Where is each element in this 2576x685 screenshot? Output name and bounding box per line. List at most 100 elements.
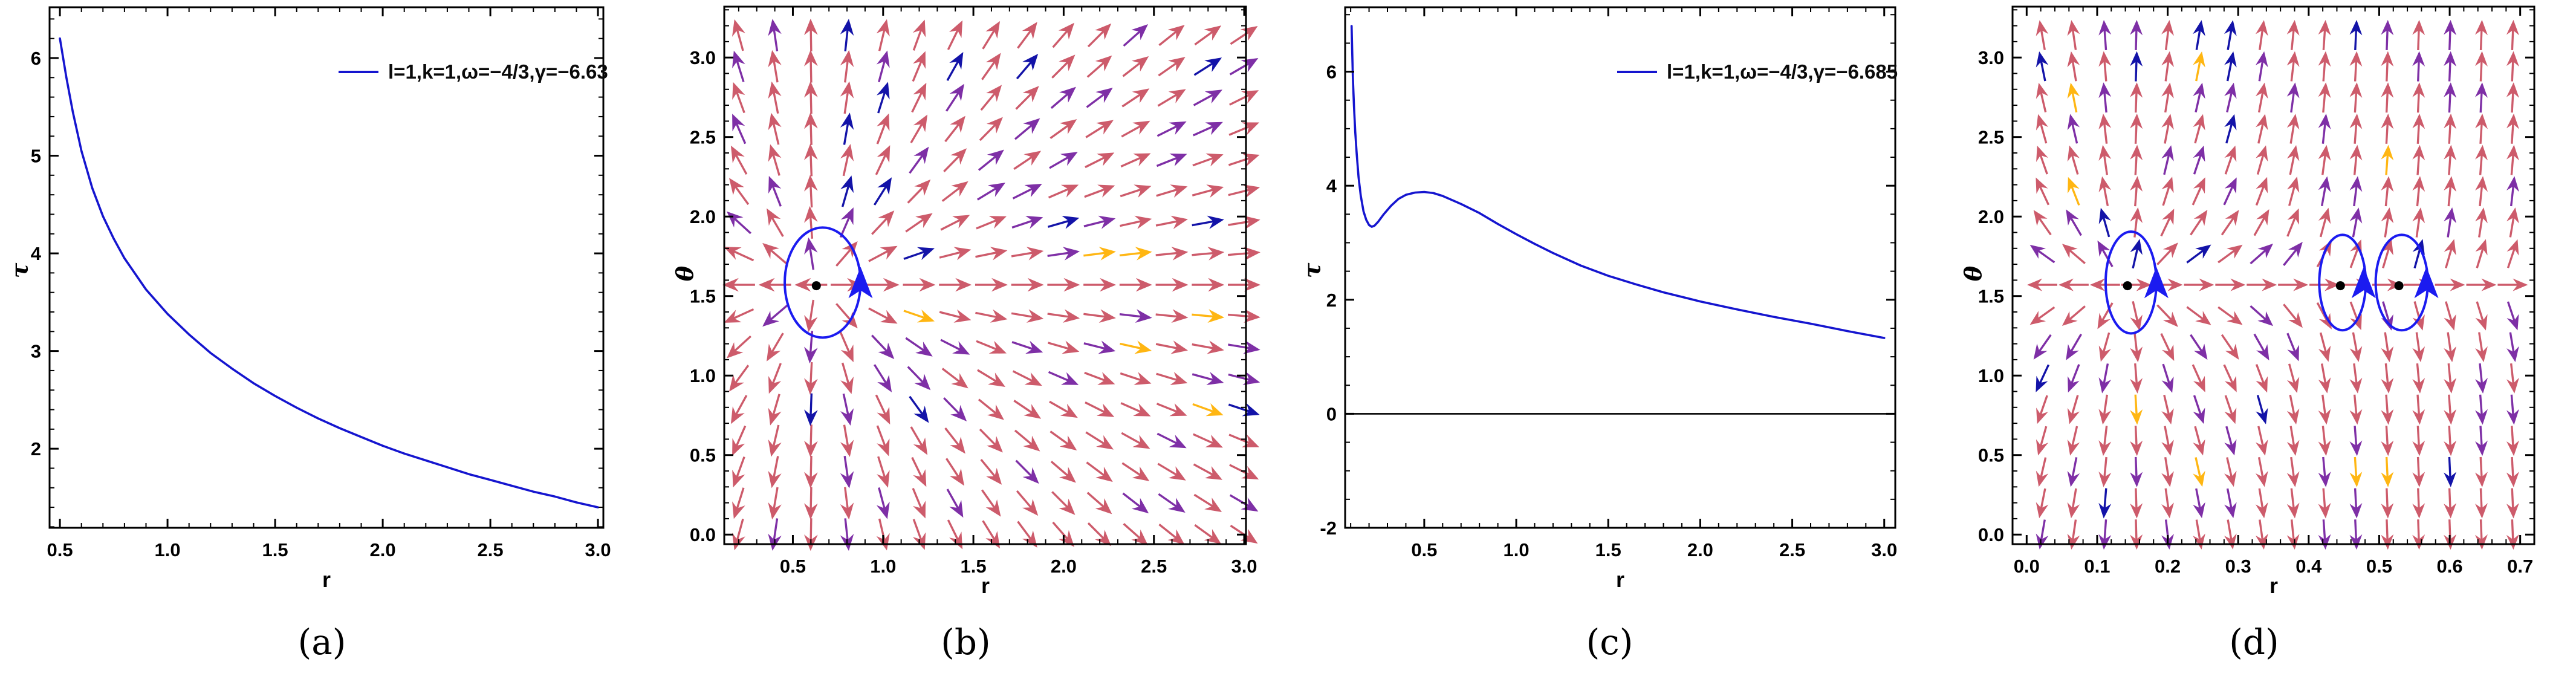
- vector-shaft: [912, 519, 923, 541]
- vector-head: [2475, 144, 2488, 161]
- vector-head: [2444, 207, 2456, 224]
- vector-head: [768, 50, 782, 68]
- vector-shaft: [2479, 456, 2483, 479]
- vector-shaft: [2164, 91, 2170, 113]
- vector-head: [2161, 440, 2174, 456]
- vector-head: [2256, 209, 2269, 226]
- vector-head: [877, 375, 892, 392]
- y-tick-label: 2.0: [690, 206, 716, 227]
- flow-direction-arrowhead: [2351, 267, 2376, 299]
- vector-head: [1025, 340, 1043, 354]
- vector-head: [1240, 26, 1258, 41]
- vector-head: [987, 149, 1004, 166]
- vector-head: [1134, 340, 1152, 354]
- tick-labels: 0.5 1.0 1.5 2.0 2.5 3.0 0.0 0.5 1.0 1.5 2.0 2.5 3.0: [690, 47, 1257, 577]
- vector-head: [2506, 440, 2519, 456]
- vector-shaft: [2479, 394, 2483, 416]
- vector-head: [2318, 409, 2331, 425]
- vector-shaft: [2290, 456, 2295, 479]
- vector-shaft: [1085, 401, 1106, 414]
- vector-head: [950, 404, 967, 421]
- vector-head: [2195, 311, 2211, 325]
- vector-head: [840, 19, 854, 36]
- vector-shaft: [835, 303, 852, 322]
- vector-head: [2444, 51, 2457, 67]
- vector-shaft: [2257, 426, 2265, 447]
- vector-shaft: [1050, 92, 1069, 109]
- vector-head: [2130, 207, 2143, 223]
- vector-head: [2062, 311, 2078, 326]
- vector-head: [915, 213, 933, 229]
- vector-head: [2162, 209, 2175, 226]
- vector-shaft: [940, 339, 962, 351]
- vector-head: [732, 82, 745, 100]
- vector-head: [2255, 20, 2268, 36]
- vector-head: [2286, 534, 2300, 550]
- vector-shaft: [1156, 156, 1179, 167]
- vector-head: [1241, 466, 1259, 479]
- vector-head: [732, 114, 745, 132]
- vector-shaft: [1121, 125, 1143, 138]
- x-tick-label: 2.5: [1141, 556, 1167, 577]
- vector-shaft: [1123, 523, 1142, 540]
- vector-head: [2224, 145, 2237, 162]
- vector-shaft: [2071, 457, 2078, 479]
- vector-head: [2349, 176, 2363, 192]
- vector-shaft: [734, 185, 750, 205]
- vector-shaft: [1227, 252, 1251, 256]
- vector-head: [985, 499, 1001, 517]
- vector-shaft: [2040, 28, 2046, 50]
- vector-head: [2167, 278, 2183, 291]
- vector-shaft: [1193, 493, 1215, 508]
- vector-shaft: [2160, 333, 2172, 354]
- vector-head: [2195, 244, 2211, 259]
- vector-head: [1204, 89, 1222, 104]
- vector-shaft: [978, 155, 998, 171]
- vector-head: [1171, 247, 1189, 261]
- vector-head: [2161, 51, 2174, 67]
- vector-head: [804, 440, 818, 458]
- vector-shaft: [2511, 426, 2514, 447]
- vector-shaft: [2226, 60, 2233, 82]
- vector-shaft: [1192, 313, 1215, 318]
- vector-shaft: [2103, 394, 2108, 416]
- vector-head: [2029, 311, 2046, 325]
- vector-head: [2286, 471, 2300, 487]
- vector-head: [768, 470, 782, 489]
- vector-head: [2325, 278, 2340, 291]
- vector-shaft: [2218, 306, 2236, 320]
- vector-shaft: [903, 250, 926, 260]
- vector-shaft: [2353, 363, 2358, 385]
- vector-head: [1204, 466, 1222, 480]
- vector-shaft: [2194, 426, 2202, 447]
- vector-head: [840, 408, 854, 426]
- vector-shaft: [1228, 220, 1251, 226]
- vector-head: [1100, 278, 1117, 292]
- flow-direction-arrowhead: [2144, 267, 2169, 299]
- vector-shaft: [2192, 185, 2203, 206]
- vector-head: [2444, 409, 2457, 425]
- vector-shaft: [2322, 456, 2326, 479]
- vector-head: [1062, 340, 1080, 354]
- vector-head: [2381, 409, 2394, 425]
- vector-shaft: [2221, 216, 2235, 236]
- vector-head: [1062, 309, 1080, 323]
- vector-shaft: [1085, 156, 1106, 169]
- vector-shaft: [2448, 154, 2452, 175]
- panel-c: 0.5 1.0 1.5 2.0 2.5 3.0 -2 0 2 4 6 τ r l=1,k=1,ω=−…: [1288, 0, 1932, 685]
- vector-shaft: [912, 59, 923, 82]
- vector-head: [2381, 207, 2394, 224]
- x-tick-label: 0.3: [2225, 556, 2251, 577]
- vector-shaft: [1158, 493, 1178, 508]
- vector-shaft: [2134, 154, 2138, 175]
- vector-shaft: [1013, 400, 1034, 415]
- vector-shaft: [843, 91, 849, 114]
- legend-line-swatch: [339, 71, 378, 73]
- vector-shaft: [2509, 332, 2515, 354]
- y-tick-label: 3: [31, 341, 41, 362]
- vector-shaft: [2447, 332, 2452, 354]
- vector-shaft: [2382, 301, 2390, 322]
- x-tick-label: 1.5: [1595, 539, 1621, 560]
- vector-shaft: [2186, 306, 2205, 321]
- vector-head: [2506, 82, 2519, 98]
